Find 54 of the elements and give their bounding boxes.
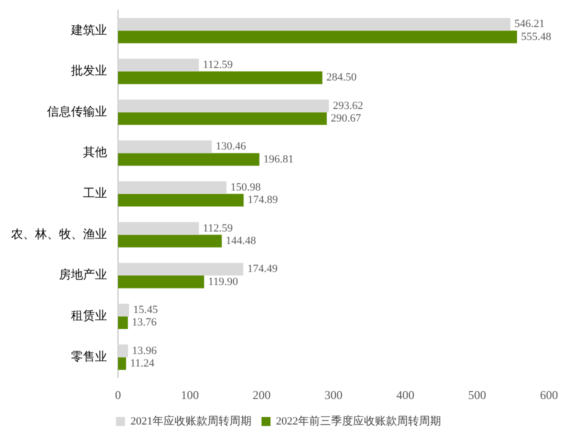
y-tick-label: 农、林、牧、渔业 (11, 226, 107, 241)
data-label: 11.24 (130, 357, 155, 370)
x-tick-label: 600 (540, 388, 558, 402)
bar (118, 194, 244, 207)
bar (118, 71, 322, 84)
bar (118, 316, 128, 330)
bar (118, 100, 329, 112)
bar (118, 112, 327, 125)
y-tick-label: 房地产业 (59, 268, 107, 282)
data-label: 546.21 (514, 18, 545, 30)
data-label: 174.49 (247, 263, 278, 276)
x-tick-label: 300 (324, 388, 342, 402)
x-tick-label: 500 (468, 388, 486, 402)
data-label: 119.90 (208, 276, 238, 288)
x-tick-label: 0 (115, 388, 121, 402)
bar (118, 262, 244, 276)
data-label: 174.89 (248, 194, 278, 206)
bar (118, 234, 222, 248)
data-label: 196.81 (263, 153, 294, 166)
x-tick-label: 100 (180, 388, 199, 402)
y-tick-label: 信息传输业 (47, 104, 107, 118)
bar (118, 18, 510, 31)
data-label: 112.59 (202, 222, 234, 234)
legend-label: 2022年前三季度应收账款周转周期 (276, 414, 441, 428)
y-tick-label: 工业 (83, 186, 107, 200)
bar (118, 304, 130, 316)
y-tick-label: 租赁业 (71, 308, 107, 323)
legend-label: 2021年应收账款周转周期 (130, 414, 252, 428)
y-tick-label: 零售业 (71, 349, 107, 364)
bar (118, 357, 126, 370)
y-tick-label: 建筑业 (70, 22, 107, 37)
data-label: 293.62 (332, 100, 364, 112)
bar (118, 276, 204, 288)
data-label: 130.46 (216, 140, 246, 153)
bar (118, 58, 199, 72)
data-label: 290.67 (330, 112, 362, 124)
x-tick-label: 200 (252, 388, 271, 402)
bar (118, 140, 212, 154)
data-label: 144.48 (226, 234, 257, 247)
data-label: 13.96 (132, 344, 158, 357)
bar (118, 153, 260, 166)
data-label: 150.98 (230, 181, 262, 194)
x-tick-label: 400 (396, 388, 414, 402)
data-label: 112.59 (202, 58, 234, 71)
y-tick-label: 批发业 (71, 64, 107, 78)
bar (118, 344, 128, 358)
data-label: 13.76 (132, 316, 158, 329)
bar (118, 181, 226, 194)
bar (118, 30, 518, 44)
data-label: 284.50 (326, 72, 358, 84)
data-label: 15.45 (133, 304, 158, 316)
y-tick-label: 其他 (83, 145, 107, 160)
data-label: 555.48 (521, 30, 552, 43)
bar (118, 222, 199, 235)
